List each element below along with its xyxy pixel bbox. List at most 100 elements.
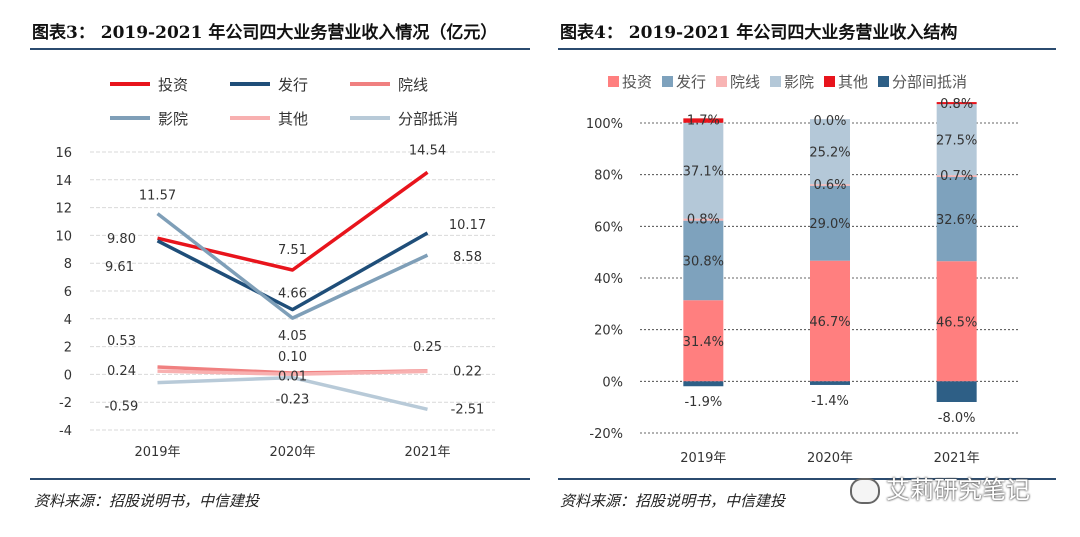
data-label-5-2: -8.0% — [938, 411, 976, 426]
x-tick-1: 2020年 — [269, 445, 315, 460]
y-tick-8: 12 — [55, 202, 72, 217]
y-tick-1: -2 — [59, 396, 72, 411]
y-tick-0: -4 — [59, 424, 72, 439]
bar-segment-0-2 — [936, 261, 977, 382]
data-label-1-2: 10.17 — [449, 218, 486, 233]
legend-swatch-1 — [662, 76, 673, 87]
data-label-0-0: 9.80 — [107, 232, 136, 247]
data-label-3-0: 11.57 — [139, 189, 176, 204]
data-label-5-0: -1.9% — [684, 395, 722, 410]
data-label-3-2: 8.58 — [453, 250, 482, 265]
legend-swatch-4 — [824, 76, 835, 87]
bar-segment-1-1 — [810, 185, 850, 261]
bar-segment-2-1 — [810, 184, 850, 186]
y-tick-3: 40% — [594, 272, 623, 287]
data-label-2-0: 0.8% — [687, 213, 720, 228]
series-line-3 — [156, 212, 429, 320]
y-tick-3: 2 — [64, 341, 72, 356]
watermark-text: 艾莉研究笔记 — [886, 476, 1030, 504]
data-label-1-0: 30.8% — [683, 254, 724, 269]
data-label-5-1: -0.23 — [276, 393, 310, 408]
data-label-1-2: 32.6% — [936, 213, 977, 228]
left-top-rule — [30, 48, 530, 50]
bar-segment-5-1 — [810, 381, 850, 385]
bar-segment-1-0 — [683, 220, 724, 301]
data-label-4-2: 0.8% — [940, 97, 973, 112]
data-label-2-1: 0.6% — [813, 178, 846, 193]
bar-segment-3-0 — [683, 122, 724, 219]
legend-swatch-2 — [716, 76, 727, 87]
data-label-5-1: -1.4% — [811, 394, 849, 409]
bar-segment-5-2 — [936, 381, 977, 402]
legend-swatch-3 — [770, 76, 781, 87]
data-label-5-2: -2.51 — [451, 402, 485, 417]
legend-label-5: 分部抵消 — [398, 110, 458, 128]
bar-segment-0-0 — [683, 300, 724, 382]
data-label-4-1: 0.01 — [278, 369, 307, 384]
data-label-0-0: 31.4% — [683, 335, 724, 350]
x-tick-2: 2021年 — [934, 451, 980, 466]
bar-segment-1-2 — [936, 176, 977, 262]
legend-label-4: 其他 — [838, 73, 868, 91]
data-label-4-1: 0.0% — [813, 114, 846, 129]
data-label-5-0: -0.59 — [105, 400, 139, 415]
data-label-2-2: 0.25 — [413, 340, 442, 355]
y-tick-9: 14 — [55, 174, 72, 189]
series-line-5 — [157, 375, 428, 411]
right-source: 资料来源：招股说明书，中信建投 — [560, 492, 786, 510]
data-label-1-1: 4.66 — [278, 287, 307, 302]
x-tick-0: 2019年 — [680, 451, 726, 466]
legend-label-2: 院线 — [730, 73, 760, 91]
y-tick-4: 4 — [64, 313, 72, 328]
watermark: 艾莉研究笔记 — [850, 470, 1030, 505]
legend-label-5: 分部间抵消 — [892, 73, 967, 91]
right-panel: 图表4： 2019-2021 年公司四大业务营业收入结构 投资 发行 院线 影院 其他 分… — [550, 0, 1080, 537]
x-tick-2: 2021年 — [404, 445, 450, 460]
bar-segment-4-0 — [683, 118, 724, 123]
left-source: 资料来源：招股说明书，中信建投 — [34, 492, 260, 510]
legend-label-3: 影院 — [784, 73, 814, 91]
data-label-2-0: 0.53 — [107, 334, 136, 349]
bar-segment-2-2 — [936, 175, 977, 177]
bar-segment-5-0 — [683, 381, 724, 387]
data-label-1-1: 29.0% — [809, 217, 850, 232]
legend-label-4: 其他 — [278, 110, 308, 128]
legend-label-1: 发行 — [676, 73, 706, 91]
y-tick-2: 20% — [594, 324, 623, 339]
data-label-3-2: 27.5% — [936, 134, 977, 149]
data-label-3-0: 37.1% — [683, 165, 724, 180]
bar-segment-2-0 — [683, 218, 724, 221]
right-chart-title: 图表4： 2019-2021 年公司四大业务营业收入结构 — [560, 23, 958, 43]
y-tick-2: 0 — [64, 368, 72, 383]
left-chart-title: 图表3： 2019-2021 年公司四大业务营业收入情况（亿元） — [32, 23, 498, 43]
legend-label-3: 影院 — [158, 110, 188, 128]
legend-swatch-0 — [608, 76, 619, 87]
right-bottom-rule — [558, 478, 1056, 480]
bar-segment-3-1 — [810, 119, 850, 185]
stacked-bar-chart: 投资 发行 院线 影院 其他 分部间抵消 -20% 0% 20% 40% 60% 80% 100% 201… — [586, 73, 1020, 466]
data-label-1-0: 9.61 — [105, 260, 134, 275]
data-label-4-2: 0.22 — [453, 364, 482, 379]
legend-swatch-5 — [878, 76, 889, 87]
bar-segment-0-1 — [810, 260, 850, 382]
y-tick-4: 60% — [594, 220, 623, 235]
left-panel: 图表3： 2019-2021 年公司四大业务营业收入情况（亿元） 投资 发行 院线影… — [0, 0, 530, 537]
y-tick-6: 100% — [586, 117, 623, 132]
y-tick-0: -20% — [589, 427, 623, 442]
y-tick-7: 10 — [55, 229, 72, 244]
data-label-0-2: 46.5% — [936, 315, 977, 330]
x-tick-0: 2019年 — [134, 445, 180, 460]
y-tick-5: 80% — [594, 169, 623, 184]
data-label-2-1: 0.10 — [278, 350, 307, 365]
legend-label-1: 发行 — [278, 76, 308, 94]
bar-segment-4-2 — [936, 102, 977, 105]
data-label-4-0: 1.7% — [687, 113, 720, 128]
y-tick-6: 8 — [64, 257, 72, 272]
legend-label-0: 投资 — [622, 73, 652, 91]
right-top-rule — [558, 48, 1056, 50]
data-label-3-1: 25.2% — [809, 146, 850, 161]
data-label-3-1: 4.05 — [278, 329, 307, 344]
y-tick-5: 6 — [64, 285, 72, 300]
y-tick-1: 0% — [602, 375, 623, 390]
